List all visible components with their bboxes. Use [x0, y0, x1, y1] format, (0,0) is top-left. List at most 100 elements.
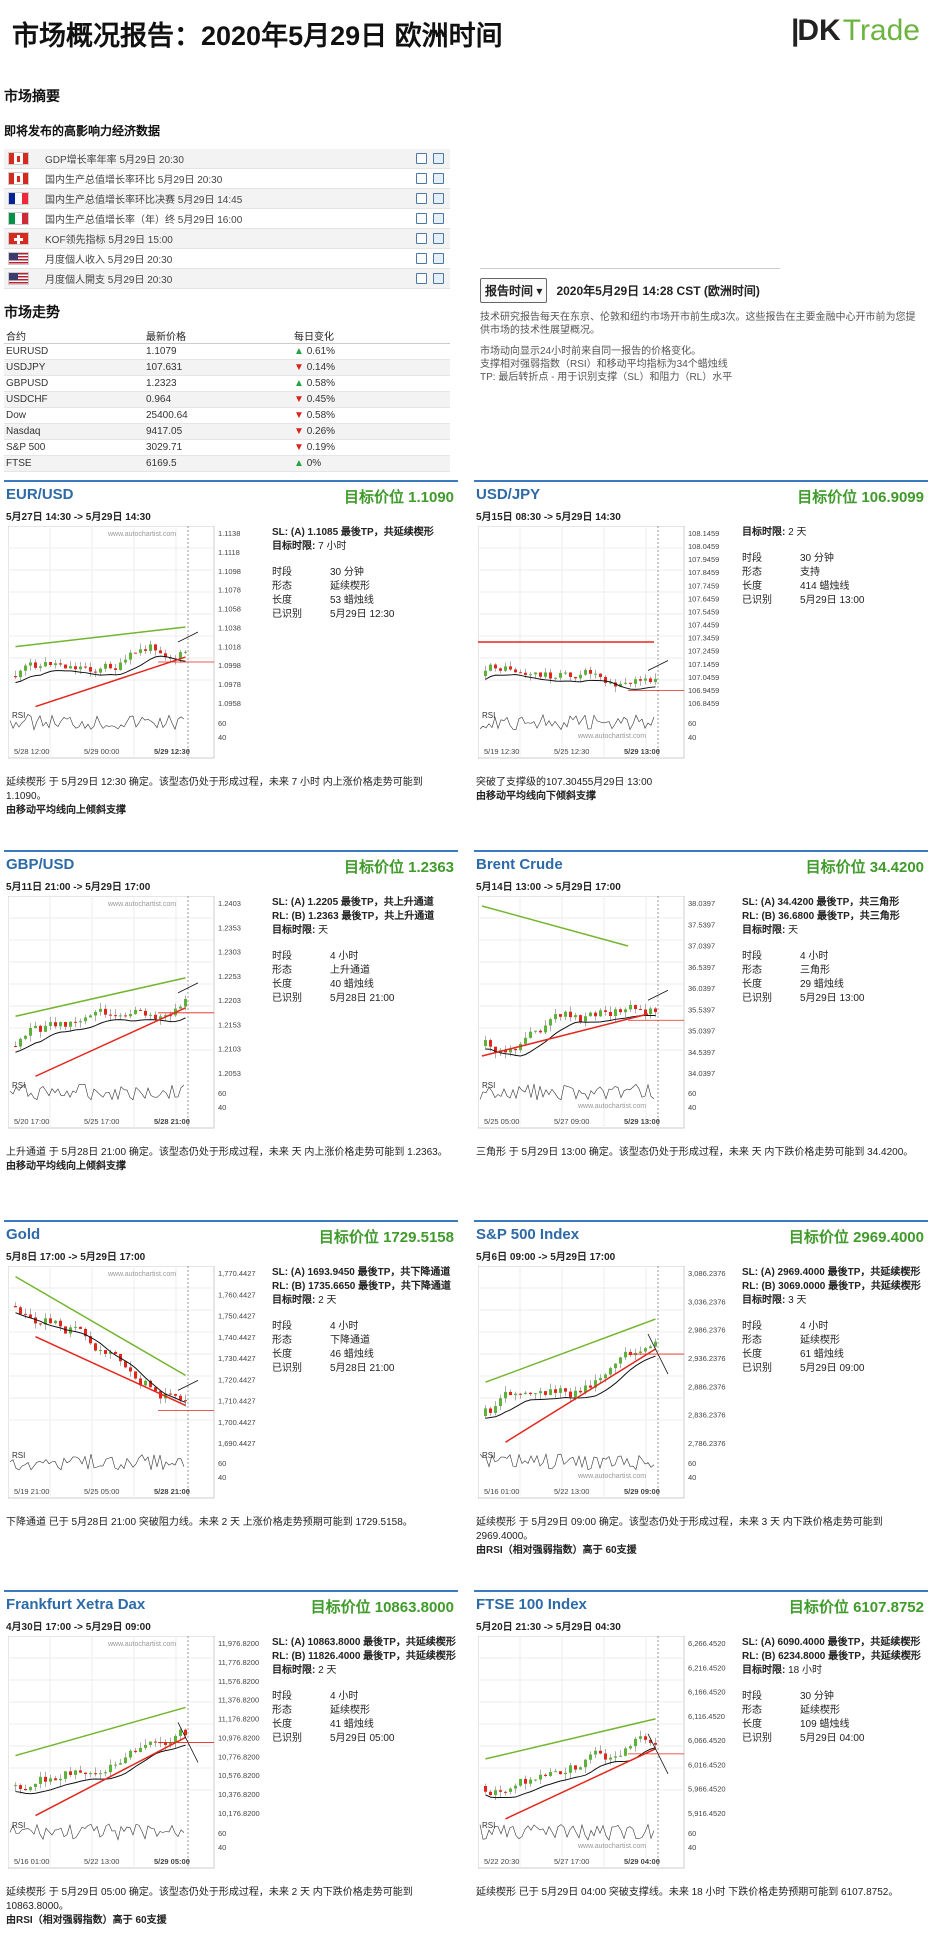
candle [634, 679, 637, 684]
flag-ca-icon [8, 152, 29, 165]
calendar-icon[interactable] [416, 273, 427, 284]
market-table-header: 合约 最新价格 每日变化 [4, 328, 450, 344]
rl-text: RL: (B) 6234.8000 最後TP，共延续楔形 [742, 1651, 921, 1662]
y-tick-label: 1.2303 [218, 948, 241, 957]
candle [559, 1771, 562, 1775]
candle [44, 662, 47, 667]
period-row: 目标时限: 7 小时 [272, 541, 347, 552]
candle [119, 1015, 122, 1017]
calendar-icon[interactable] [416, 153, 427, 164]
add-calendar-icon[interactable] [433, 193, 444, 204]
candle [74, 1021, 77, 1023]
candle [74, 1770, 77, 1775]
instrument-card: EUR/USD 目标价位 1.1090 5月27日 14:30 -> 5月29日 1… [4, 480, 458, 840]
candle [639, 1736, 642, 1739]
candle [114, 1015, 117, 1017]
card-footer: 延续楔形 于 5月29日 05:00 确定。该型态仍处于形成过程，未来 2 天 … [6, 1887, 413, 1926]
candle [179, 652, 182, 659]
instrument-name[interactable]: GBP/USD [6, 856, 75, 873]
candle [639, 1009, 642, 1011]
candle [144, 649, 147, 651]
candle [499, 1790, 502, 1792]
calendar-icon[interactable] [416, 213, 427, 224]
candle [134, 652, 137, 654]
y-tick-label: 2,836.2376 [688, 1411, 726, 1420]
candle [134, 1009, 137, 1015]
candle [129, 1750, 132, 1758]
y-tick-label: 108.1459 [688, 529, 719, 538]
candle [144, 1010, 147, 1016]
calendar-icon[interactable] [416, 253, 427, 264]
candle [584, 1385, 587, 1393]
instrument-name[interactable]: Gold [6, 1226, 41, 1243]
instrument-card: Frankfurt Xetra Dax 目标价位 10863.8000 4月30日 … [4, 1590, 458, 1950]
candle [529, 1779, 532, 1784]
y-tick-label: 107.9459 [688, 555, 719, 564]
candle [594, 673, 597, 675]
report-description: 技术研究报告每天在东京、伦敦和纽约市场开市前生成3次。这些报告在主要金融中心开市… [480, 312, 916, 336]
rsi-label: RSI [12, 1081, 25, 1090]
candle [139, 1378, 142, 1386]
instrument-name[interactable]: Brent Crude [476, 856, 563, 873]
x-tick-label: 5/28 21:00 [154, 1487, 190, 1496]
candle [589, 1385, 592, 1388]
calendar-icon[interactable] [416, 173, 427, 184]
candle [599, 1750, 602, 1754]
rsi-tick-label: 60 [688, 1089, 696, 1098]
add-calendar-icon[interactable] [433, 213, 444, 224]
candle [104, 1008, 107, 1015]
candle [149, 1014, 152, 1016]
add-calendar-icon[interactable] [433, 173, 444, 184]
candle [529, 674, 532, 676]
candle [609, 1368, 612, 1375]
add-calendar-icon[interactable] [433, 153, 444, 164]
length-row: 长度 61 蜡烛线 [742, 1349, 844, 1360]
y-tick-label: 107.2459 [688, 647, 719, 656]
candle [124, 1757, 127, 1764]
candle [614, 1756, 617, 1758]
candle [569, 1011, 572, 1018]
y-tick-label: 1,710.4427 [218, 1397, 256, 1406]
calendar-icon[interactable] [416, 233, 427, 244]
candle [609, 1011, 612, 1016]
instrument-name[interactable]: EUR/USD [6, 486, 74, 503]
y-tick-label: 1.2053 [218, 1069, 241, 1078]
y-tick-label: 2,886.2376 [688, 1382, 726, 1391]
identified-row: 已识别 5月28日 21:00 [272, 1363, 395, 1374]
calendar-icon[interactable] [416, 193, 427, 204]
candle [89, 1773, 92, 1775]
candle [524, 1037, 527, 1044]
candle [504, 666, 507, 671]
add-calendar-icon[interactable] [433, 253, 444, 264]
candle [489, 664, 492, 671]
x-tick-label: 5/29 00:00 [84, 747, 119, 756]
candle [139, 649, 142, 653]
instrument-name[interactable]: FTSE 100 Index [476, 1596, 587, 1613]
candle [154, 1014, 157, 1019]
report-time-dropdown[interactable]: 报告时间 ▾ [480, 278, 548, 303]
card-footer: 上升通道 于 5月28日 21:00 确定。该型态仍处于形成过程，未来 天 内上… [6, 1147, 448, 1172]
candle [179, 1729, 182, 1736]
candle [14, 1046, 17, 1047]
candle [144, 1744, 147, 1748]
instrument-name[interactable]: Frankfurt Xetra Dax [6, 1596, 146, 1613]
candle [539, 1391, 542, 1394]
period-row: 目标时限: 2 天 [272, 1665, 337, 1676]
interval-row: 时段 30 分钟 [272, 567, 364, 578]
x-tick-label: 5/19 21:00 [14, 1487, 49, 1496]
candle [639, 679, 642, 681]
instrument-name[interactable]: S&P 500 Index [476, 1226, 580, 1243]
candle [599, 673, 602, 677]
candle [84, 666, 87, 668]
candle [159, 650, 162, 654]
y-tick-label: 5,916.4520 [688, 1809, 726, 1818]
rl-text: RL: (B) 1735.6650 最後TP，共下降通道 [272, 1281, 451, 1292]
y-tick-label: 11,176.8200 [218, 1715, 259, 1724]
add-calendar-icon[interactable] [433, 273, 444, 284]
rl-text: RL: (B) 3069.0000 最後TP，共延续楔形 [742, 1281, 921, 1292]
add-calendar-icon[interactable] [433, 233, 444, 244]
instrument-name[interactable]: USD/JPY [476, 486, 541, 503]
y-tick-label: 1.2153 [218, 1020, 241, 1029]
arrow-down-icon: ▼ [294, 442, 304, 453]
candle [34, 1783, 37, 1788]
